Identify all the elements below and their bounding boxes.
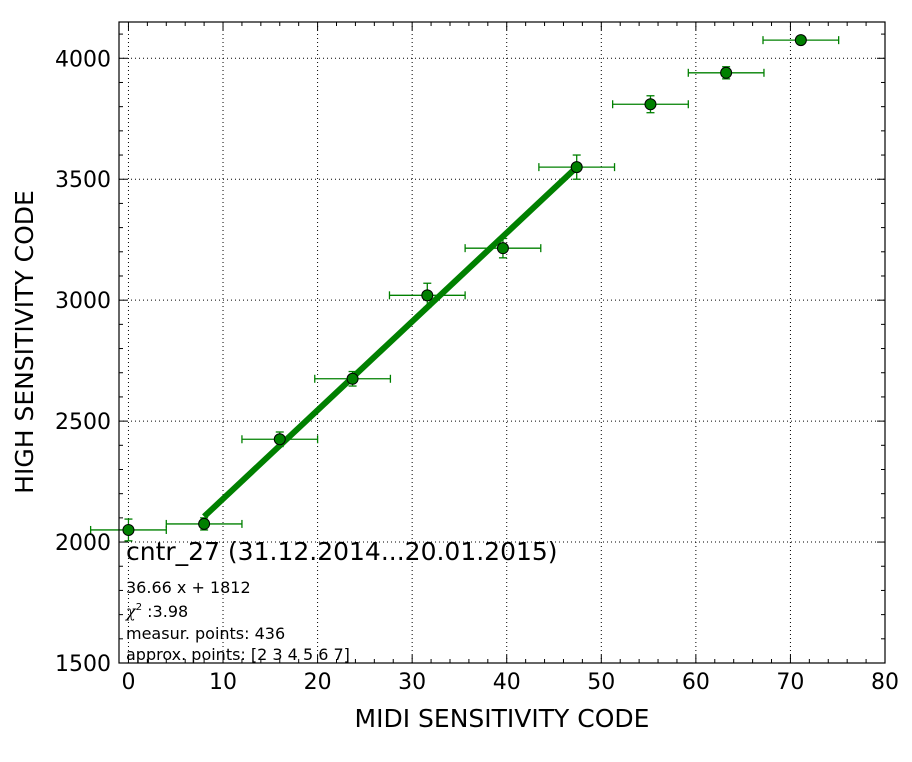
x-tick-label: 40: [493, 670, 521, 695]
annotation-block: cntr_27 (31.12.2014...20.01.2015) 36.66 …: [125, 537, 558, 664]
data-point-8: [611, 95, 689, 114]
y-tick-label: 3500: [55, 168, 111, 193]
x-tick-label: 80: [871, 670, 899, 695]
data-point-5: [388, 282, 466, 309]
fit-line: [202, 165, 579, 519]
chi2-value: :3.98: [142, 602, 188, 621]
grid: [119, 22, 886, 664]
point-marker: [273, 433, 286, 446]
fit-line-group: [202, 165, 579, 519]
plot-frame: [118, 21, 886, 664]
point-marker: [496, 242, 509, 255]
annotation-chi2: χ2 :3.98: [125, 602, 188, 621]
data-point-2: [165, 517, 243, 531]
y-tick-label: 3000: [55, 289, 111, 314]
annotation-approx-points: approx. points: [2 3 4 5 6 7]: [126, 645, 350, 664]
x-tick-label: 70: [776, 670, 804, 695]
x-tick-label: 60: [682, 670, 710, 695]
axis-ticks: [119, 22, 886, 664]
point-marker: [198, 517, 211, 530]
point-marker: [794, 34, 807, 47]
data-point-6: [464, 237, 542, 259]
point-marker: [122, 523, 135, 536]
y-tick-label: 4000: [55, 47, 111, 72]
annotation-measur-points: measur. points: 436: [126, 624, 285, 643]
data-point-9: [687, 66, 765, 80]
x-axis-label: MIDI SENSITIVITY CODE: [355, 704, 650, 733]
point-marker: [720, 66, 733, 79]
data-point-3: [241, 431, 319, 448]
chi2-exponent: 2: [136, 602, 142, 613]
y-tick-label: 2000: [55, 531, 111, 556]
x-tick-label: 20: [304, 670, 332, 695]
point-marker: [570, 161, 583, 174]
x-tick-label: 50: [587, 670, 615, 695]
y-axis-label: HIGH SENSITIVITY CODE: [10, 190, 39, 494]
data-point-10: [762, 34, 840, 47]
y-tick-label: 1500: [55, 652, 111, 677]
data-point-7: [538, 154, 616, 180]
annotation-equation: 36.66 x + 1812: [126, 578, 251, 597]
chi2-symbol: χ: [125, 602, 137, 621]
point-marker: [644, 98, 657, 111]
data-points: [89, 34, 840, 542]
point-marker: [346, 372, 359, 385]
tick-labels: 0 10 20 30 40 50 60 70 80 1500 2000 2500 3000 3500 400…: [55, 47, 899, 695]
x-tick-label: 10: [209, 670, 237, 695]
x-tick-label: 30: [398, 670, 426, 695]
x-tick-label: 0: [121, 670, 135, 695]
data-point-4: [314, 370, 392, 387]
y-tick-label: 2500: [55, 410, 111, 435]
point-marker: [421, 289, 434, 302]
annotation-title: cntr_27 (31.12.2014...20.01.2015): [126, 537, 558, 566]
